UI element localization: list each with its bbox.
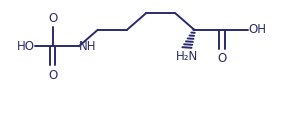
Text: HO: HO <box>17 40 35 53</box>
Text: NH: NH <box>79 40 96 53</box>
Text: H₂N: H₂N <box>176 50 198 63</box>
Text: O: O <box>48 12 57 25</box>
Text: OH: OH <box>248 23 266 36</box>
Text: O: O <box>217 52 227 65</box>
Text: O: O <box>48 69 57 82</box>
